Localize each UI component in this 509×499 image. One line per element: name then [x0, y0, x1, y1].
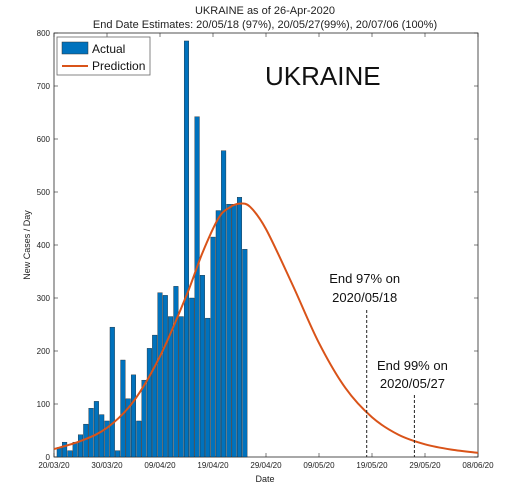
bar-actual	[194, 116, 200, 458]
plot-area: 0 100 200 300 400 500 600 700 800 20/03/20 30/03/2…	[37, 29, 494, 470]
x-tick-label: 09/04/20	[144, 461, 176, 470]
bar-actual	[157, 292, 163, 458]
x-tick-label: 19/05/20	[356, 461, 388, 470]
x-tick-label: 30/03/20	[91, 461, 123, 470]
x-tick-label: 20/03/20	[38, 461, 70, 470]
end-estimate-label-line1: End 99% on	[377, 358, 448, 373]
y-tick-label: 600	[37, 135, 51, 144]
bar-actual	[226, 204, 232, 458]
bar-actual	[210, 236, 216, 458]
x-tick-label: 08/06/20	[462, 461, 494, 470]
y-tick-label: 200	[37, 347, 51, 356]
bar-actual	[130, 374, 137, 458]
bar-actual	[141, 379, 147, 458]
bar-actual	[231, 204, 237, 458]
bar-actual	[215, 210, 221, 458]
bar-actual	[183, 40, 190, 458]
x-tick-label: 19/04/20	[197, 461, 229, 470]
y-tick-label: 400	[37, 241, 51, 250]
y-axis-label: New Cases / Day	[22, 210, 32, 280]
chart-subtitle: End Date Estimates: 20/05/18 (97%), 20/0…	[93, 19, 437, 31]
country-overlay-label: UKRAINE	[265, 61, 381, 91]
legend-label-prediction: Prediction	[92, 59, 145, 73]
y-tick-label: 500	[37, 188, 51, 197]
y-tick-label: 300	[37, 294, 51, 303]
bar-actual	[62, 441, 68, 458]
bar-actual	[109, 326, 115, 458]
y-tick-label: 700	[37, 82, 51, 91]
end-estimate-label-line1: End 97% on	[329, 271, 400, 286]
legend-swatch-actual	[61, 41, 89, 55]
y-tick-label: 100	[37, 400, 51, 409]
bar-actual	[236, 197, 243, 458]
x-tick-label: 29/04/20	[250, 461, 282, 470]
bar-actual	[88, 408, 94, 458]
bar-actual	[67, 450, 73, 458]
bar-actual	[162, 295, 168, 458]
bar-actual	[173, 286, 179, 458]
y-tick-label: 800	[37, 29, 51, 38]
bar-actual	[125, 398, 131, 458]
bar-actual	[93, 401, 99, 458]
bar-actual	[99, 414, 105, 458]
bar-actual	[199, 275, 205, 458]
bar-actual	[168, 316, 174, 458]
bar-actual	[120, 359, 126, 458]
bar-actual	[242, 249, 248, 458]
x-axis-label: Date	[255, 474, 274, 484]
bar-actual	[115, 450, 121, 458]
bar-actual	[205, 317, 211, 458]
bar-actual	[146, 348, 152, 458]
legend-label-actual: Actual	[92, 42, 125, 56]
chart-title: UKRAINE as of 26-Apr-2020	[195, 5, 335, 17]
bar-actual	[77, 434, 84, 458]
bar-actual	[221, 150, 227, 458]
legend: Actual Prediction	[56, 36, 151, 76]
y-tick-label: 0	[46, 453, 51, 462]
prediction-line	[53, 202, 479, 454]
bar-actual	[152, 334, 158, 458]
x-tick-label: 29/05/20	[409, 461, 441, 470]
end-estimate-label-line2: 2020/05/27	[380, 376, 445, 391]
end-estimate-label-line2: 2020/05/18	[332, 290, 397, 305]
bar-actual	[178, 316, 184, 458]
bar-actual	[189, 297, 195, 458]
bar-actual	[136, 420, 142, 458]
x-tick-label: 09/05/20	[303, 461, 335, 470]
bar-actual	[104, 420, 110, 458]
